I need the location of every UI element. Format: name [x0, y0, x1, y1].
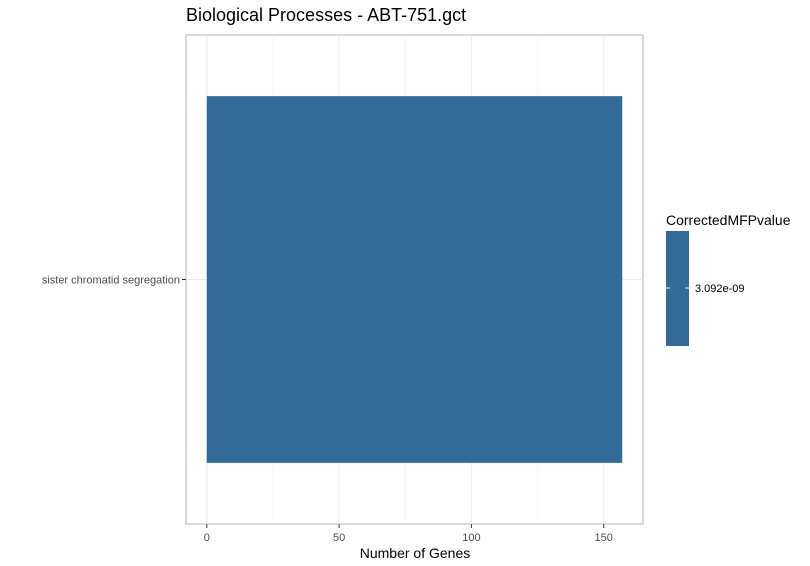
y-tick-label: sister chromatid segregation	[42, 275, 180, 287]
x-tick-label: 100	[462, 532, 480, 544]
legend: CorrectedMFPvalue 3.092e-09	[666, 212, 791, 346]
chart-title: Biological Processes - ABT-751.gct	[186, 5, 466, 25]
legend-title: CorrectedMFPvalue	[666, 212, 791, 228]
y-axis-ticks: sister chromatid segregation	[42, 275, 186, 287]
legend-colorbar	[666, 231, 689, 346]
bars	[206, 96, 623, 463]
x-axis-ticks: 0 50 100 150	[204, 524, 613, 544]
x-axis-title: Number of Genes	[360, 545, 471, 561]
legend-label: 3.092e-09	[695, 283, 745, 295]
plot-panel	[185, 34, 644, 525]
bar	[206, 96, 623, 463]
x-tick-label: 0	[204, 532, 210, 544]
x-tick-label: 50	[333, 532, 345, 544]
x-tick-label: 150	[595, 532, 613, 544]
